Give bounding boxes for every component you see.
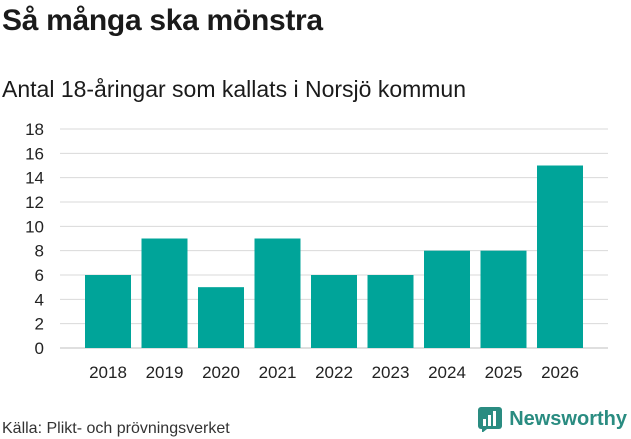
- x-tick-label: 2019: [146, 363, 184, 382]
- y-tick-label: 12: [25, 193, 44, 212]
- chart-subtitle: Antal 18-åringar som kallats i Norsjö ko…: [2, 76, 467, 102]
- x-tick-label: 2023: [372, 363, 410, 382]
- y-tick-label: 2: [35, 315, 44, 334]
- bar-2024[interactable]: [424, 250, 470, 348]
- y-tick-label: 4: [35, 290, 44, 309]
- x-tick-label: 2022: [315, 363, 353, 382]
- x-tick-label: 2021: [259, 363, 297, 382]
- bar-chart: 0 2 4 6 8 10 12 14 16 18 2018 2019 2020 2021 2022 2023…: [25, 120, 608, 382]
- bar-2022[interactable]: [311, 275, 357, 348]
- y-tick-label: 8: [35, 242, 44, 261]
- y-tick-label: 18: [25, 120, 44, 139]
- source-note: Källa: Plikt- och prövningsverket: [2, 420, 230, 437]
- x-axis-ticks: 2018 2019 2020 2021 2022 2023 2024 2025 2026: [89, 363, 579, 382]
- x-tick-label: 2026: [541, 363, 579, 382]
- bar-2020[interactable]: [198, 287, 244, 348]
- bars: [85, 165, 583, 349]
- y-tick-label: 16: [25, 144, 44, 163]
- brand-logo[interactable]: Newsworthy: [477, 406, 627, 432]
- y-tick-label: 6: [35, 266, 44, 285]
- bar-2025[interactable]: [480, 250, 527, 348]
- chart-title: Så många ska mönstra: [2, 4, 323, 37]
- bar-chart-logo-icon: [478, 407, 503, 432]
- bar-2026[interactable]: [537, 165, 583, 349]
- brand-name: Newsworthy: [509, 407, 627, 430]
- bar-2023[interactable]: [367, 275, 414, 348]
- y-tick-label: 14: [25, 169, 44, 188]
- bar-2019[interactable]: [141, 238, 188, 349]
- bar-2021[interactable]: [254, 238, 301, 349]
- x-tick-label: 2024: [428, 363, 466, 382]
- y-axis-ticks: 0 2 4 6 8 10 12 14 16 18: [25, 120, 44, 358]
- x-tick-label: 2018: [89, 363, 127, 382]
- y-tick-label: 0: [35, 339, 44, 358]
- y-tick-label: 10: [25, 217, 44, 236]
- bar-2018[interactable]: [85, 275, 131, 348]
- x-tick-label: 2020: [202, 363, 240, 382]
- x-tick-label: 2025: [485, 363, 523, 382]
